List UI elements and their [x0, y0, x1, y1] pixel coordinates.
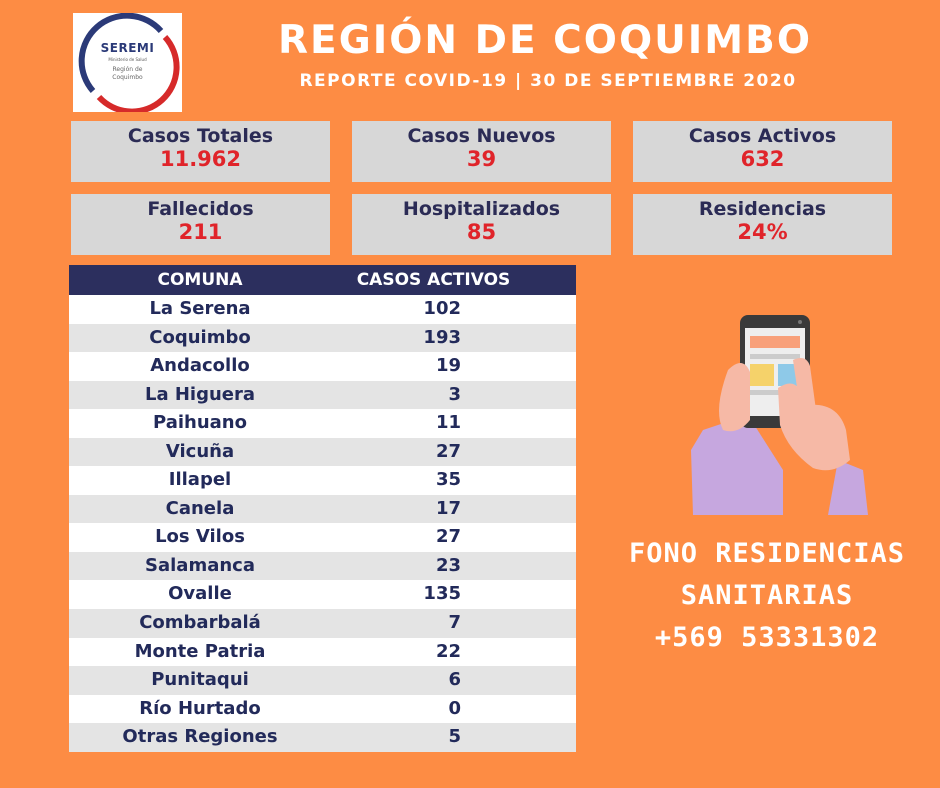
comuna-cell: Coquimbo [149, 326, 251, 348]
stat-label: Casos Activos [688, 125, 837, 147]
table-row: Combarbalá 7 [69, 609, 576, 638]
stat-card-hospitalizados: Hospitalizados 85 [352, 194, 611, 255]
seremi-logo: SEREMI Ministerio de Salud Región de Coq… [73, 13, 182, 112]
casos-activos-cell: 5 [448, 726, 461, 748]
casos-activos-cell: 3 [448, 383, 461, 405]
stat-value: 24% [737, 220, 788, 244]
comuna-cell: Andacollo [150, 355, 250, 377]
stat-label: Residencias [698, 198, 827, 220]
table-row: Monte Patria 22 [69, 637, 576, 667]
casos-activos-cell: 27 [435, 440, 461, 462]
casos-activos-cell: 6 [448, 669, 461, 691]
table-row: Canela 17 [69, 494, 576, 524]
casos-activos-cell: 27 [435, 526, 461, 548]
comuna-cell: Combarbalá [139, 612, 261, 634]
table-row: Andacollo 19 [69, 352, 576, 381]
comuna-cell: La Higuera [144, 383, 256, 405]
table-row: Punitaqui 6 [69, 666, 576, 695]
table-row: Los Vilos 27 [69, 523, 576, 552]
logo-region-line1: Región de [112, 66, 143, 73]
stat-label: Fallecidos [147, 198, 254, 220]
column-header-casos-activos: CASOS ACTIVOS [356, 270, 511, 290]
casos-activos-cell: 135 [423, 583, 461, 605]
stat-value: 211 [178, 220, 223, 244]
contact-line2: SANITARIAS [680, 580, 854, 611]
table-row: Coquimbo 193 [69, 323, 576, 353]
comuna-cell: Illapel [168, 469, 232, 491]
column-header-comuna: COMUNA [157, 270, 243, 290]
comuna-cell: Río Hurtado [139, 697, 261, 719]
comuna-cell: Ovalle [168, 583, 232, 605]
comuna-cell: Paihuano [153, 412, 247, 434]
table-row: Ovalle 135 [69, 580, 576, 610]
casos-activos-cell: 102 [423, 298, 461, 319]
casos-activos-cell: 7 [448, 612, 461, 634]
stat-card-fallecidos: Fallecidos 211 [71, 194, 330, 255]
table-row: La Higuera 3 [69, 380, 576, 410]
logo-brand: SEREMI [100, 41, 155, 55]
casos-activos-cell: 35 [435, 469, 461, 491]
comuna-cell: Salamanca [145, 554, 255, 576]
stat-label: Hospitalizados [402, 198, 561, 220]
comuna-cell: Otras Regiones [122, 726, 278, 748]
casos-activos-cell: 22 [435, 640, 461, 662]
stat-label: Casos Totales [127, 125, 274, 147]
contact-phone[interactable]: +569 53331302 [654, 622, 880, 653]
stat-card-casos-totales: Casos Totales 11.962 [71, 121, 330, 182]
stat-value: 632 [740, 147, 785, 171]
logo-ministry: Ministerio de Salud [108, 57, 147, 62]
logo-region-line2: Coquimbo [112, 74, 143, 81]
stat-card-casos-activos: Casos Activos 632 [633, 121, 892, 182]
stat-value: 11.962 [159, 147, 242, 171]
casos-activos-cell: 11 [435, 412, 461, 434]
stat-label: Casos Nuevos [407, 125, 556, 147]
casos-activos-cell: 0 [448, 697, 461, 719]
comuna-cell: Punitaqui [151, 669, 249, 691]
table-header: COMUNA CASOS ACTIVOS [69, 265, 576, 295]
logo-ring-icon [78, 13, 180, 112]
table-row: Vicuña 27 [69, 437, 576, 467]
table-row: La Serena 102 [69, 295, 576, 324]
table-row: Illapel 35 [69, 466, 576, 495]
comuna-cell: Canela [165, 497, 235, 519]
table-row: Salamanca 23 [69, 551, 576, 581]
stat-value: 39 [466, 147, 497, 171]
table-row: Otras Regiones 5 [69, 723, 576, 752]
table-row: Río Hurtado 0 [69, 694, 576, 724]
comuna-cell: Vicuña [165, 440, 235, 462]
contact-line1: FONO RESIDENCIAS [628, 538, 906, 569]
logo-region: Región de Coquimbo [73, 66, 182, 82]
casos-activos-cell: 193 [423, 326, 461, 348]
stat-card-residencias: Residencias 24% [633, 194, 892, 255]
hand-holding-phone-icon [691, 315, 868, 515]
casos-activos-cell: 23 [435, 554, 461, 576]
comuna-cell: La Serena [149, 298, 251, 319]
page-subtitle: REPORTE COVID-19 | 30 DE SEPTIEMBRE 2020 [299, 71, 797, 91]
table-body: La Serena 102 Coquimbo 193 Andacollo 19 La Hig… [69, 295, 576, 752]
table-row: Paihuano 11 [69, 409, 576, 438]
residencias-contact: FONO RESIDENCIAS SANITARIAS +569 5333130… [612, 533, 922, 659]
stat-card-casos-nuevos: Casos Nuevos 39 [352, 121, 611, 182]
active-cases-table: COMUNA CASOS ACTIVOS La Serena 102 Coquimb… [69, 265, 576, 752]
stat-value: 85 [466, 220, 497, 244]
comuna-cell: Monte Patria [134, 640, 266, 662]
casos-activos-cell: 17 [435, 497, 461, 519]
page-title: REGIÓN DE COQUIMBO [278, 18, 812, 63]
comuna-cell: Los Vilos [155, 526, 245, 548]
casos-activos-cell: 19 [435, 355, 461, 377]
